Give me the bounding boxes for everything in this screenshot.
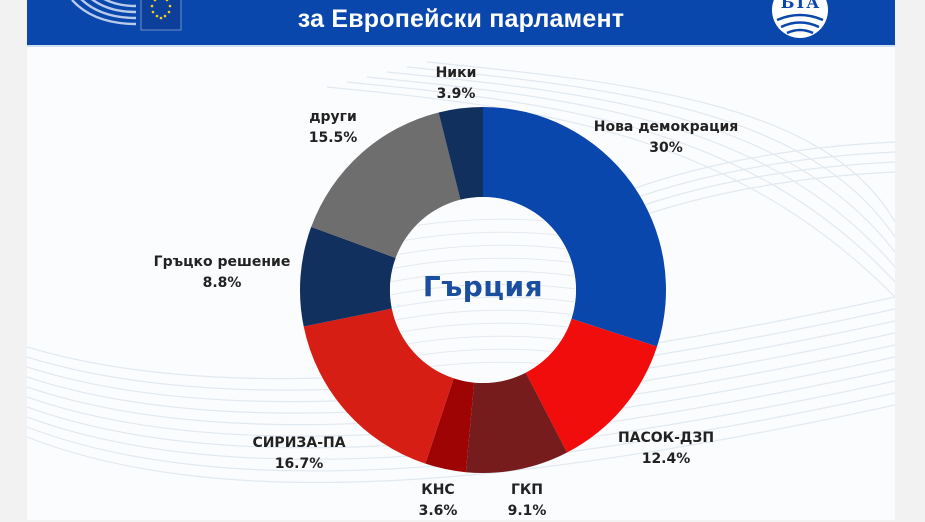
label-gkp: ГКП 9.1% [508, 480, 547, 522]
label-pasok: ПАСОК-ДЗП 12.4% [618, 428, 714, 470]
label-elliniki-lysi: Гръцко решение 8.8% [154, 252, 291, 294]
donut-segment [311, 112, 461, 258]
label-others: други 15.5% [309, 107, 358, 149]
label-value: 12.4% [641, 451, 691, 467]
donut-segment [483, 107, 666, 347]
bta-logo: БТА [772, 0, 828, 38]
european-parliament-logo [71, 0, 182, 31]
label-name: СИРИЗА-ПА [252, 435, 346, 451]
donut-segment [525, 318, 658, 453]
label-value: 3.6% [418, 503, 458, 519]
eu-flag-icon [140, 0, 182, 31]
donut-segment [299, 226, 396, 327]
header-bar: за Европейски парламент БТА [27, 0, 895, 47]
label-value: 15.5% [308, 130, 358, 146]
label-name: КНС [421, 482, 455, 498]
label-value: 8.8% [202, 275, 242, 291]
label-value: 9.1% [507, 503, 547, 519]
label-niki: Ники 3.9% [436, 63, 477, 105]
label-name: ГКП [510, 482, 544, 498]
chart-title: за Европейски парламент [297, 5, 625, 33]
label-name: ПАСОК-ДЗП [617, 430, 715, 446]
donut-segment [303, 308, 454, 464]
svg-text:БТА: БТА [781, 0, 820, 12]
label-nova-demokratsia: Нова демокрация 30% [594, 117, 739, 159]
label-value: 3.9% [436, 86, 476, 102]
donut-segment [425, 378, 475, 473]
label-kns: КНС 3.6% [419, 480, 458, 522]
label-name: Ники [435, 65, 477, 81]
label-name: други [309, 109, 357, 125]
background-waves [27, 61, 895, 484]
donut-segment [438, 107, 483, 200]
label-name: Гръцко решение [153, 254, 291, 270]
label-syriza: СИРИЗА-ПА 16.7% [252, 433, 345, 475]
label-value: 30% [649, 140, 683, 156]
label-value: 16.7% [274, 456, 324, 472]
label-name: Нова демокрация [593, 119, 739, 135]
donut-segment [465, 372, 568, 473]
center-label-country: Гърция [422, 270, 544, 303]
